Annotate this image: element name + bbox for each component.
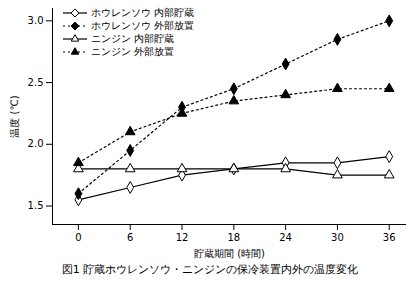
- html-text:ニンジン 内部貯蔵: ニンジン 内部貯蔵: [91, 33, 175, 44]
- svg-text:3.0: 3.0: [28, 15, 44, 26]
- svg-text:24: 24: [279, 232, 292, 243]
- svg-text:2.5: 2.5: [28, 77, 44, 88]
- svg-text:36: 36: [383, 232, 396, 243]
- svg-text:温度 (℃): 温度 (℃): [9, 95, 20, 137]
- svg-text:30: 30: [331, 232, 344, 243]
- svg-text:0: 0: [75, 232, 81, 243]
- svg-text:12: 12: [176, 232, 189, 243]
- svg-text:2.0: 2.0: [28, 138, 44, 149]
- html-text:ホウレンソウ 外部放置: ホウレンソウ 外部放置: [91, 20, 195, 31]
- html-text:図1 貯蔵ホウレンソウ・ニンジンの保冷装置内外の温度変化: 図1 貯蔵ホウレンソウ・ニンジンの保冷装置内外の温度変化: [61, 263, 359, 276]
- svg-text:貯蔵期間 (時間): 貯蔵期間 (時間): [194, 248, 265, 259]
- html-text:ホウレンソウ 内部貯蔵: ホウレンソウ 内部貯蔵: [91, 7, 195, 18]
- svg-text:6: 6: [127, 232, 133, 243]
- html-text:ニンジン 外部放置: ニンジン 外部放置: [91, 46, 175, 57]
- svg-text:1.5: 1.5: [28, 200, 44, 211]
- svg-text:18: 18: [227, 232, 240, 243]
